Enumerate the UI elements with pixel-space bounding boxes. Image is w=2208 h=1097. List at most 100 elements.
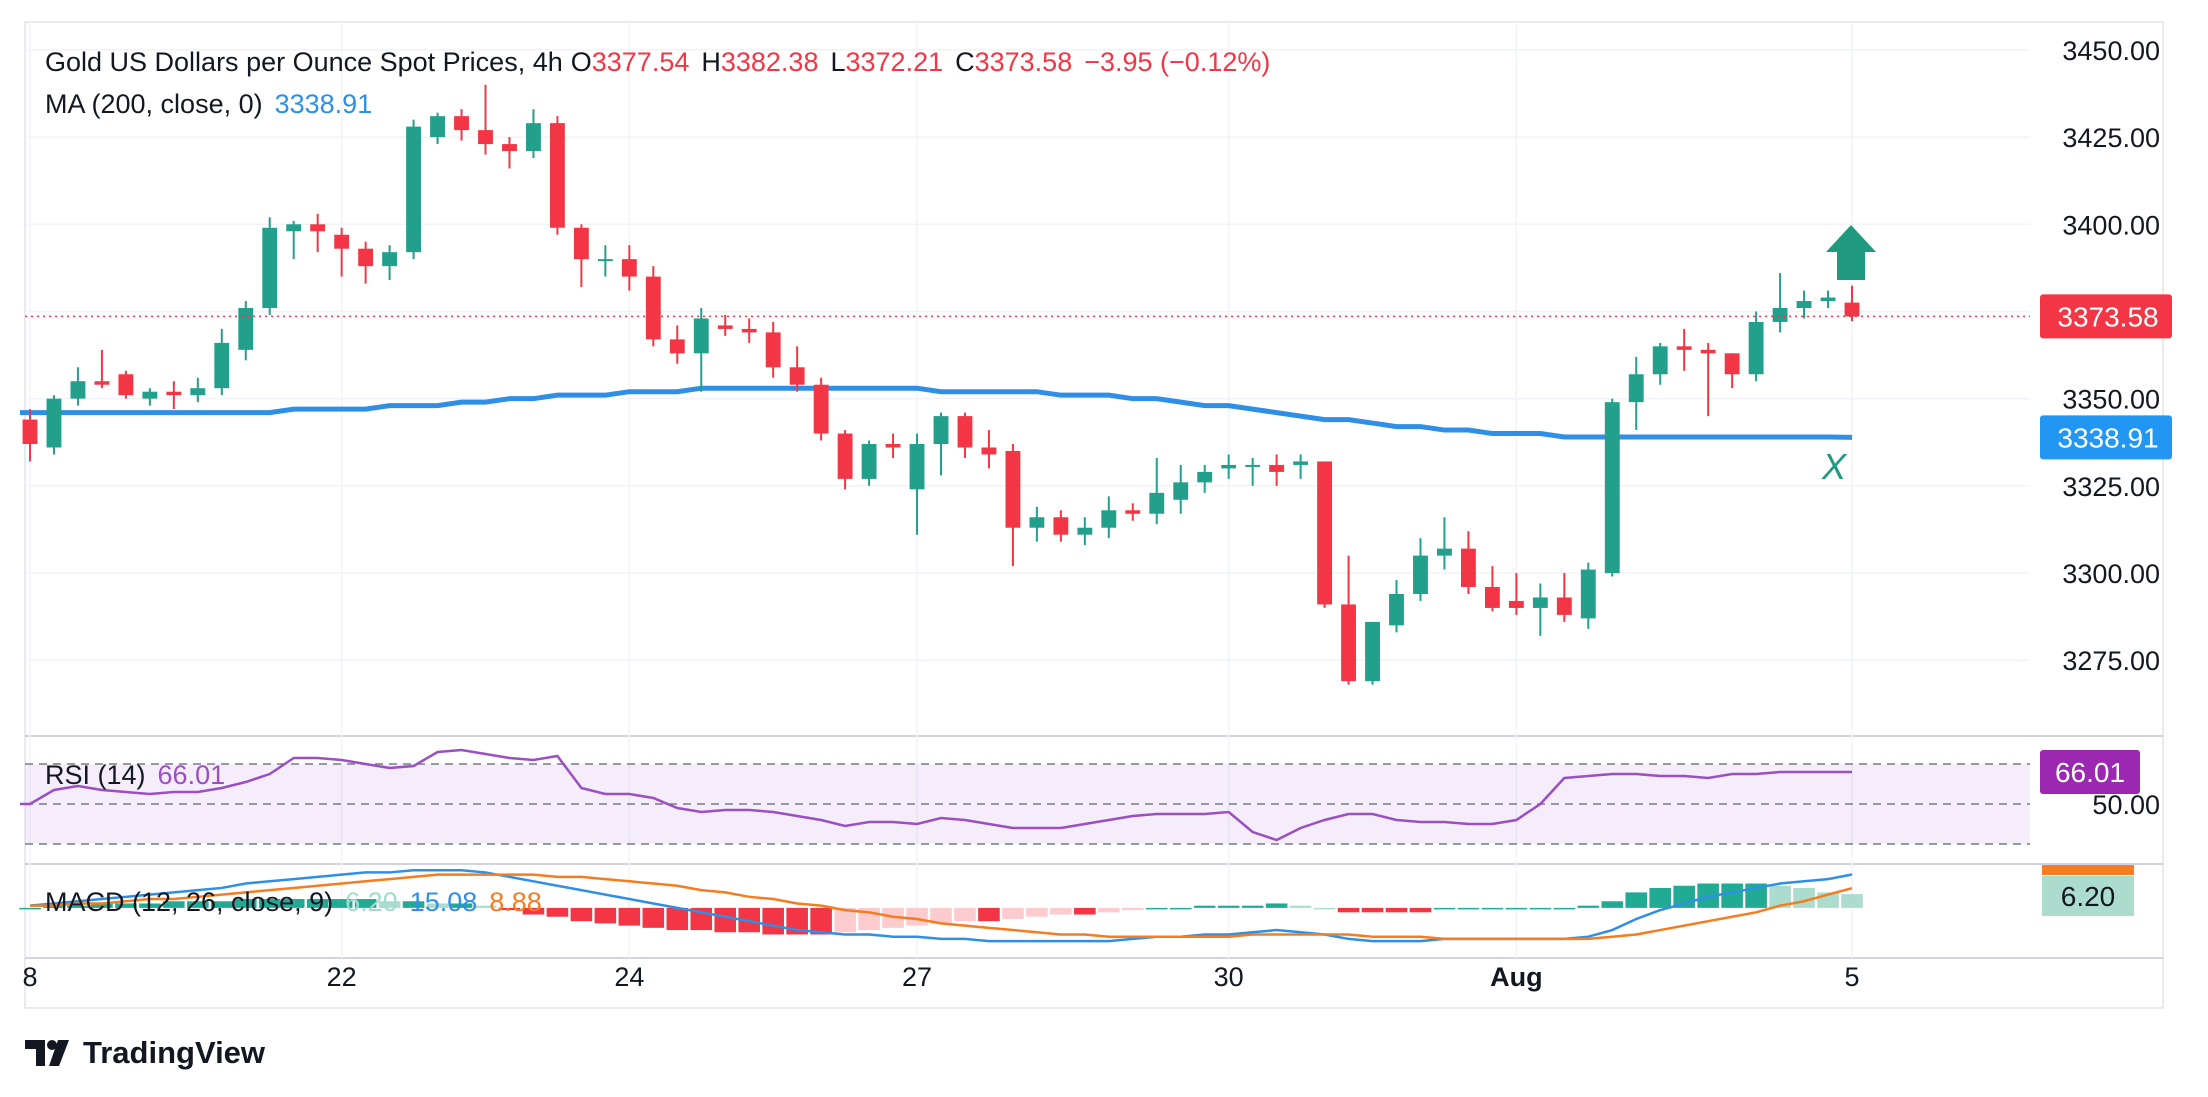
- macd-signal-line: [30, 873, 1853, 941]
- last-price-badge-bg: [2040, 294, 2172, 339]
- candle-body: [1556, 597, 1572, 615]
- macd-histogram-bar: [1841, 894, 1863, 908]
- macd-histogram-bar: [1721, 883, 1743, 908]
- macd-histogram-bar: [954, 907, 976, 922]
- grid-lines: [24, 21, 2164, 1009]
- time-tick-label: 22: [327, 962, 357, 992]
- macd-histogram-bar: [1026, 907, 1048, 917]
- candle-body: [909, 444, 925, 490]
- macd-histogram-bar: [1122, 907, 1144, 911]
- candle-body: [693, 318, 709, 354]
- macd-histogram-bar: [1217, 905, 1240, 908]
- macd-histogram-bar: [258, 899, 281, 908]
- macd-histogram-bar: [306, 899, 329, 908]
- macd-histogram-bar: [1169, 907, 1192, 910]
- candle-body: [1484, 587, 1500, 608]
- price-tick-label: 3400.00: [2062, 210, 2160, 240]
- macd-hist-value: 6.20: [345, 887, 398, 917]
- macd-histogram-bar: [978, 907, 1000, 922]
- rsi-value-badge: 66.01: [2040, 749, 2140, 794]
- rsi-mid-tick-label: 50.00: [2092, 790, 2160, 820]
- macd-histogram-bar: [1289, 905, 1312, 908]
- macd-histogram-bar: [19, 907, 41, 910]
- candle-body: [981, 447, 997, 455]
- candle-body: [1580, 569, 1596, 619]
- candle-body: [765, 332, 781, 368]
- last-price-badge-text: 3373.58: [2057, 301, 2158, 332]
- candle-body: [1604, 402, 1620, 574]
- candle-body: [1676, 346, 1692, 350]
- candle-body: [502, 144, 517, 152]
- candle-body: [406, 126, 422, 253]
- macd-histogram-bar: [1577, 905, 1600, 908]
- candle-body: [1748, 321, 1764, 375]
- candle-body: [262, 227, 278, 308]
- candle-body: [645, 276, 661, 340]
- price-legend: Gold US Dollars per Ounce Spot Prices, 4…: [45, 47, 1282, 78]
- candle-body: [1005, 450, 1021, 528]
- macd-histogram-bar: [163, 901, 185, 908]
- candle-body: [142, 391, 158, 399]
- close-value: 3373.58: [974, 47, 1073, 77]
- time-tick-label: 27: [902, 962, 932, 992]
- macd-histogram-bar: [115, 903, 137, 908]
- rsi-legend: RSI (14) 66.01: [45, 760, 237, 791]
- candlesticks: [22, 84, 2030, 685]
- candle-body: [789, 367, 805, 385]
- macd-histogram-bar: [1145, 907, 1168, 910]
- macd-signal-value: 8.88: [489, 887, 542, 917]
- candle-body: [813, 384, 829, 434]
- time-tick-label: 30: [1214, 962, 1244, 992]
- macd-histogram-bar: [642, 907, 665, 928]
- high-label: H: [701, 47, 721, 77]
- macd-histogram-bar: [1529, 907, 1552, 910]
- macd-histogram-bar: [1385, 907, 1408, 913]
- candle-body: [1029, 517, 1045, 528]
- candle-body: [94, 381, 110, 385]
- candle-body: [597, 259, 613, 262]
- candle-body: [1125, 510, 1141, 514]
- macd-histogram-bar: [402, 901, 425, 908]
- ma-legend: MA (200, close, 0) 3338.91: [45, 89, 384, 120]
- candle-body: [478, 130, 493, 145]
- rsi-band: [25, 763, 2030, 845]
- macd-histogram-bar: [618, 907, 641, 926]
- candle-body: [1724, 353, 1740, 375]
- candle-body: [741, 328, 757, 333]
- candle-body: [1508, 600, 1524, 608]
- macd-histogram-bar: [282, 899, 305, 908]
- candle-body: [1317, 461, 1333, 605]
- macd-histogram-bar: [1074, 907, 1096, 915]
- candle-body: [621, 259, 637, 277]
- candle-body: [382, 252, 398, 267]
- macd-histogram-bar: [1050, 907, 1072, 915]
- candle-body: [286, 224, 302, 232]
- low-value: 3372.21: [845, 47, 944, 77]
- macd-histogram-bar: [1193, 905, 1216, 908]
- macd-histogram-bar: [1361, 907, 1384, 913]
- candle-body: [70, 381, 86, 399]
- macd-histogram-bar: [810, 907, 832, 935]
- tradingview-logo[interactable]: TradingView: [25, 1035, 265, 1071]
- annotation-x-label: X: [1821, 446, 1848, 487]
- chart-frame: [24, 21, 2164, 1009]
- macd-histogram-bar: [67, 905, 89, 908]
- ma-price-badge-bg: [2040, 415, 2172, 460]
- macd-histogram-bar: [1337, 907, 1360, 913]
- macd-histogram-bar: [1002, 907, 1024, 919]
- candle-body: [885, 444, 901, 448]
- candle-body: [1077, 527, 1093, 535]
- candle-body: [1700, 349, 1716, 354]
- macd-histogram-bar: [906, 907, 928, 926]
- macd-histogram-bar: [546, 907, 569, 917]
- macd-histogram-bar: [1098, 907, 1120, 913]
- candle-body: [166, 391, 182, 396]
- rsi-legend-label: RSI (14): [45, 760, 146, 790]
- candle-body: [861, 444, 877, 479]
- candle-body: [1437, 548, 1452, 556]
- candle-body: [1101, 510, 1117, 528]
- macd-histogram-bar: [234, 899, 257, 908]
- macd-histogram-bar: [1409, 907, 1432, 913]
- price-tick-label: 3300.00: [2062, 559, 2160, 589]
